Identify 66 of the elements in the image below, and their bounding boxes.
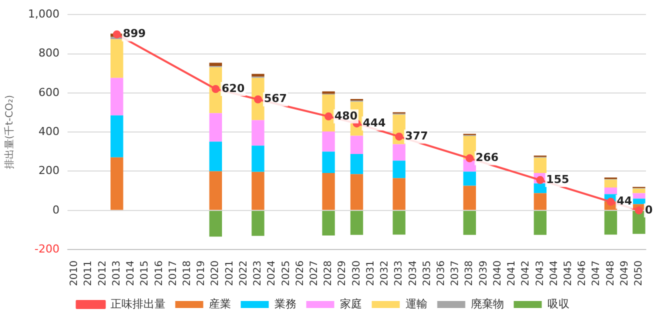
y-tick-label: 200 bbox=[38, 164, 60, 178]
x-tick-label: 2015 bbox=[140, 260, 151, 286]
y-tick-label: 0 bbox=[52, 203, 60, 216]
x-tick-label: 2034 bbox=[408, 260, 419, 286]
x-tick-label: 2029 bbox=[337, 260, 348, 286]
x-tick-label: 2024 bbox=[266, 260, 278, 286]
x-tick-label: 2045 bbox=[562, 260, 574, 286]
x-tick-label: 2036 bbox=[436, 260, 447, 286]
x-tick-label: 2014 bbox=[126, 260, 137, 286]
data-label: 155 bbox=[546, 172, 570, 186]
x-tick-label: 2013 bbox=[111, 260, 122, 286]
x-tick-label: 2043 bbox=[534, 260, 546, 286]
y-tick-label: 800 bbox=[38, 46, 60, 60]
legend-label: 吸収 bbox=[547, 297, 570, 310]
y-tick-label: 400 bbox=[38, 124, 60, 138]
legend-label: 廃棄物 bbox=[470, 297, 504, 310]
x-tick-label: 2025 bbox=[280, 260, 292, 286]
y-axis-title: 排出量(千t-CO₂) bbox=[4, 94, 16, 170]
x-tick-label: 2018 bbox=[182, 260, 194, 286]
x-tick-label: 2011 bbox=[83, 260, 94, 286]
legend-label: 産業 bbox=[208, 297, 231, 310]
x-tick-label: 2010 bbox=[69, 260, 80, 286]
x-tick-label: 2038 bbox=[464, 260, 476, 286]
data-label: 567 bbox=[264, 92, 287, 106]
x-tick-label: 2040 bbox=[492, 260, 504, 286]
x-tick-label: 2020 bbox=[210, 260, 222, 286]
legend-label: 業務 bbox=[274, 297, 296, 310]
x-tick-label: 2039 bbox=[478, 260, 490, 286]
x-tick-label: 2022 bbox=[238, 260, 250, 286]
data-label: 266 bbox=[476, 151, 499, 164]
x-tick-label: 2046 bbox=[577, 260, 588, 286]
x-tick-label: 2028 bbox=[323, 260, 334, 286]
x-tick-label: 2050 bbox=[634, 260, 645, 286]
x-tick-label: 2047 bbox=[591, 260, 602, 286]
data-label: 899 bbox=[122, 27, 146, 40]
x-tick-label: 2042 bbox=[520, 260, 532, 286]
x-tick-label: 2044 bbox=[548, 260, 560, 286]
x-tick-label: 2049 bbox=[619, 260, 630, 286]
x-tick-label: 2032 bbox=[380, 260, 391, 286]
x-tick-label: 2035 bbox=[422, 260, 433, 286]
data-label: 377 bbox=[405, 129, 428, 142]
x-tick-label: 2031 bbox=[365, 260, 376, 286]
legend-label: 正味排出量 bbox=[110, 297, 166, 310]
x-tick-label: 2041 bbox=[506, 260, 518, 286]
x-tick-label: 2033 bbox=[394, 260, 405, 286]
x-tick-label: 2012 bbox=[97, 260, 108, 286]
x-tick-label: 2030 bbox=[351, 260, 362, 286]
y-tick-label: -200 bbox=[34, 242, 60, 256]
legend-label: 運輸 bbox=[405, 297, 428, 310]
x-tick-label: 2037 bbox=[450, 260, 462, 286]
x-tick-label: 2019 bbox=[196, 260, 208, 286]
data-label: 44 bbox=[616, 194, 632, 208]
data-label: 0 bbox=[644, 203, 653, 216]
legend-label: 家庭 bbox=[340, 297, 362, 310]
x-tick-label: 2016 bbox=[154, 260, 165, 286]
x-tick-label: 2017 bbox=[168, 260, 179, 286]
x-tick-label: 2026 bbox=[294, 260, 306, 286]
y-tick-label: 600 bbox=[38, 86, 60, 99]
data-label: 480 bbox=[334, 109, 358, 122]
data-label: 444 bbox=[362, 116, 386, 130]
x-tick-label: 2048 bbox=[605, 260, 616, 286]
data-label: 620 bbox=[222, 82, 245, 95]
x-tick-label: 2027 bbox=[309, 260, 320, 286]
y-tick-label: 1,000 bbox=[28, 7, 60, 20]
x-tick-label: 2021 bbox=[224, 260, 236, 286]
x-tick-label: 2023 bbox=[252, 260, 264, 286]
